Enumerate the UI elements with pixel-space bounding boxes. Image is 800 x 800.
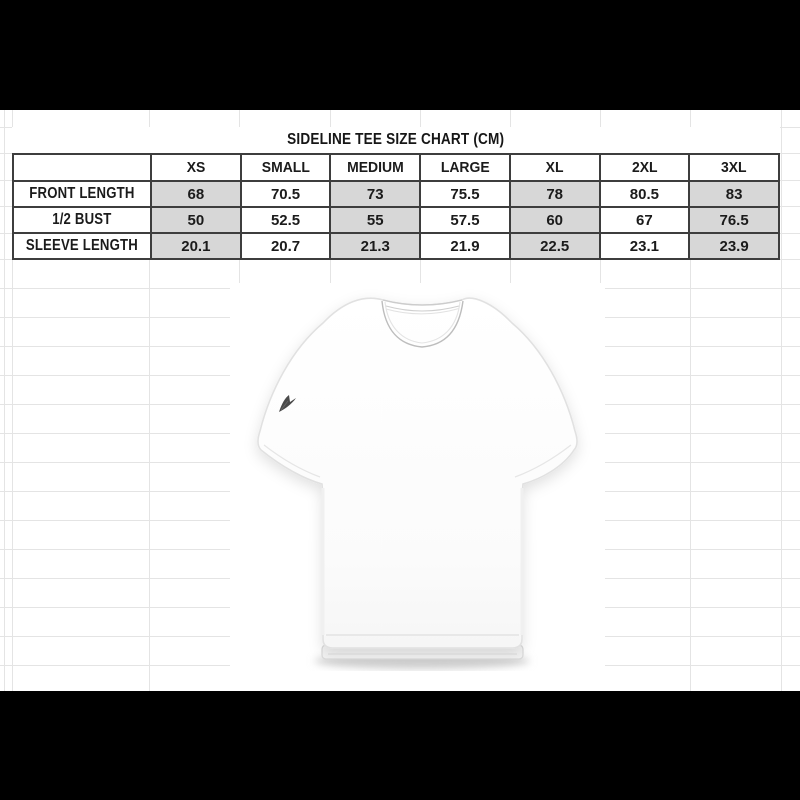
size-value-cell: 20.1 — [150, 232, 242, 260]
column-header: XL — [508, 153, 601, 182]
column-header-text: MEDIUM — [346, 159, 404, 176]
size-value-cell: 78 — [508, 180, 601, 208]
size-value-cell: 75.5 — [419, 180, 511, 208]
row-label-text: SLEEVE LENGTH — [25, 237, 139, 254]
neckline-outer — [381, 300, 464, 348]
size-value-cell: 22.5 — [508, 232, 601, 260]
size-chart-title-text: SIDELINE TEE SIZE CHART (CM) — [287, 131, 505, 148]
collar-back-seam — [385, 305, 460, 312]
left-sleeve-seam — [263, 444, 321, 478]
size-value-cell: 50 — [150, 206, 242, 234]
size-value-cell: 21.3 — [329, 232, 422, 260]
row-label-text: FRONT LENGTH — [29, 185, 135, 202]
size-value-cell: 70.5 — [239, 180, 332, 208]
column-header: SMALL — [239, 153, 332, 182]
size-value-cell: 83 — [688, 180, 780, 208]
right-sleeve-seam — [514, 444, 572, 478]
size-value-cell: 68 — [150, 180, 242, 208]
column-header-text: SMALL — [261, 159, 310, 176]
column-header-text: LARGE — [440, 159, 490, 176]
collar-back-seam-2 — [385, 308, 460, 315]
column-header-text: XL — [545, 159, 564, 176]
collar-top-seam — [382, 299, 463, 306]
column-header: LARGE — [419, 153, 511, 182]
size-chart-row: SLEEVE LENGTH 20.1 20.7 21.3 21.9 22.5 23.1 23.… — [12, 232, 780, 260]
size-value-cell: 67 — [598, 206, 691, 234]
row-label: SLEEVE LENGTH — [12, 232, 152, 260]
size-chart-row: 1/2 BUST 50 52.5 55 57.5 60 67 76.5 — [12, 206, 780, 234]
gridline-vertical — [149, 110, 150, 691]
spreadsheet-area: SIDELINE TEE SIZE CHART (CM) XS SMALL MEDI… — [0, 110, 800, 691]
row-label: FRONT LENGTH — [12, 180, 152, 208]
size-value-cell: 76.5 — [688, 206, 780, 234]
size-value-cell: 23.9 — [688, 232, 780, 260]
letterbox-bottom — [0, 691, 800, 800]
size-chart-header-row: XS SMALL MEDIUM LARGE XL 2XL 3XL — [12, 153, 780, 182]
size-value-cell: 20.7 — [239, 232, 332, 260]
column-header-text: XS — [186, 159, 206, 176]
size-value-cell: 80.5 — [598, 180, 691, 208]
size-chart-row: FRONT LENGTH 68 70.5 73 75.5 78 80.5 83 — [12, 180, 780, 208]
column-header: XS — [150, 153, 242, 182]
size-value-cell: 23.1 — [598, 232, 691, 260]
row-label: 1/2 BUST — [12, 206, 152, 234]
column-header-text: 2XL — [631, 159, 658, 176]
column-header: 3XL — [688, 153, 780, 182]
gridline-vertical — [690, 110, 691, 691]
size-value-cell: 21.9 — [419, 232, 511, 260]
size-value-cell: 73 — [329, 180, 422, 208]
size-chart-table: XS SMALL MEDIUM LARGE XL 2XL 3XL FRONT LENGTH 68… — [12, 153, 780, 260]
tshirt-body — [257, 297, 578, 649]
column-header-text: 3XL — [721, 159, 747, 176]
sleeve-logo-detail — [280, 400, 289, 411]
size-value-cell: 57.5 — [419, 206, 511, 234]
size-value-cell: 60 — [508, 206, 601, 234]
gridline-vertical — [781, 110, 782, 691]
corner-cell — [12, 153, 152, 182]
row-label-text: 1/2 BUST — [52, 211, 112, 228]
size-value-cell: 52.5 — [239, 206, 332, 234]
product-image — [230, 283, 605, 691]
size-chart-title: SIDELINE TEE SIZE CHART (CM) — [12, 127, 780, 153]
gridline-vertical — [4, 110, 5, 691]
column-header: MEDIUM — [329, 153, 422, 182]
neckline-rib — [384, 301, 461, 344]
tshirt-image — [257, 297, 578, 669]
gridline-vertical — [12, 110, 13, 691]
size-value-cell: 55 — [329, 206, 422, 234]
column-header: 2XL — [598, 153, 691, 182]
letterbox-top — [0, 0, 800, 110]
